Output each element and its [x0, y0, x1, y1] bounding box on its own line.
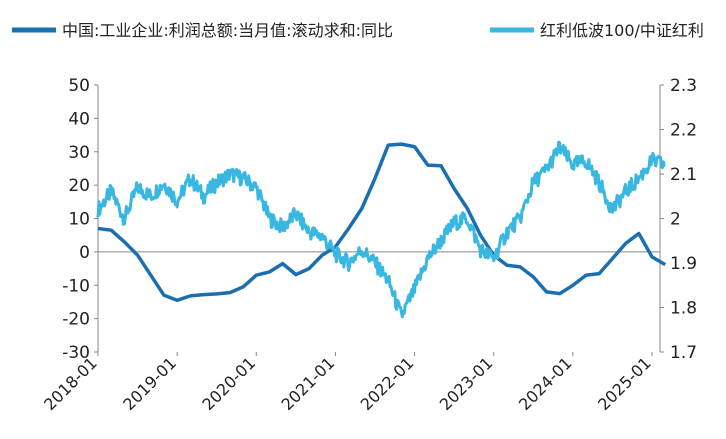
legend-label-1: 中国:工业企业:利润总额:当月值:滚动求和:同比 [62, 21, 393, 40]
legend-label-2: 红利低波100/中证红利 [540, 21, 704, 40]
left-tick-label: 10 [68, 210, 90, 230]
right-tick-label: 2.1 [670, 165, 697, 185]
right-tick-label: 2.2 [670, 121, 697, 141]
right-tick-label: 2.3 [670, 76, 697, 96]
x-tick-label: 2023-01 [436, 353, 497, 414]
x-tick-label: 2021-01 [278, 353, 339, 414]
right-tick-label: 1.9 [670, 254, 697, 274]
left-tick-label: 0 [79, 243, 90, 263]
left-tick-label: 50 [68, 76, 90, 96]
x-tick-label: 2020-01 [198, 353, 259, 414]
x-tick-label: 2025-01 [594, 353, 655, 414]
x-tick-label: 2019-01 [119, 353, 180, 414]
left-tick-label: -10 [62, 276, 90, 296]
right-tick-label: 1.7 [670, 343, 697, 363]
x-tick-label: 2022-01 [357, 353, 418, 414]
right-tick-label: 1.8 [670, 299, 697, 319]
left-tick-label: 40 [68, 109, 90, 129]
series-line [96, 140, 666, 319]
series-line [97, 142, 667, 303]
legend: 中国:工业企业:利润总额:当月值:滚动求和:同比 红利低波100/中证红利 [12, 21, 704, 40]
series-2 [96, 140, 666, 319]
right-tick-label: 2 [670, 210, 681, 230]
left-tick-label: -20 [62, 310, 90, 330]
left-tick-label: -30 [62, 343, 90, 363]
plot-area: -30 -20 -10 0 10 20 30 40 50 1.7 1.8 1.9 2 2.1 2.2 2.3 2… [40, 76, 697, 414]
series-1 [97, 142, 667, 303]
x-tick-label: 2024-01 [515, 353, 576, 414]
left-tick-label: 20 [68, 176, 90, 196]
left-tick-label: 30 [68, 143, 90, 163]
